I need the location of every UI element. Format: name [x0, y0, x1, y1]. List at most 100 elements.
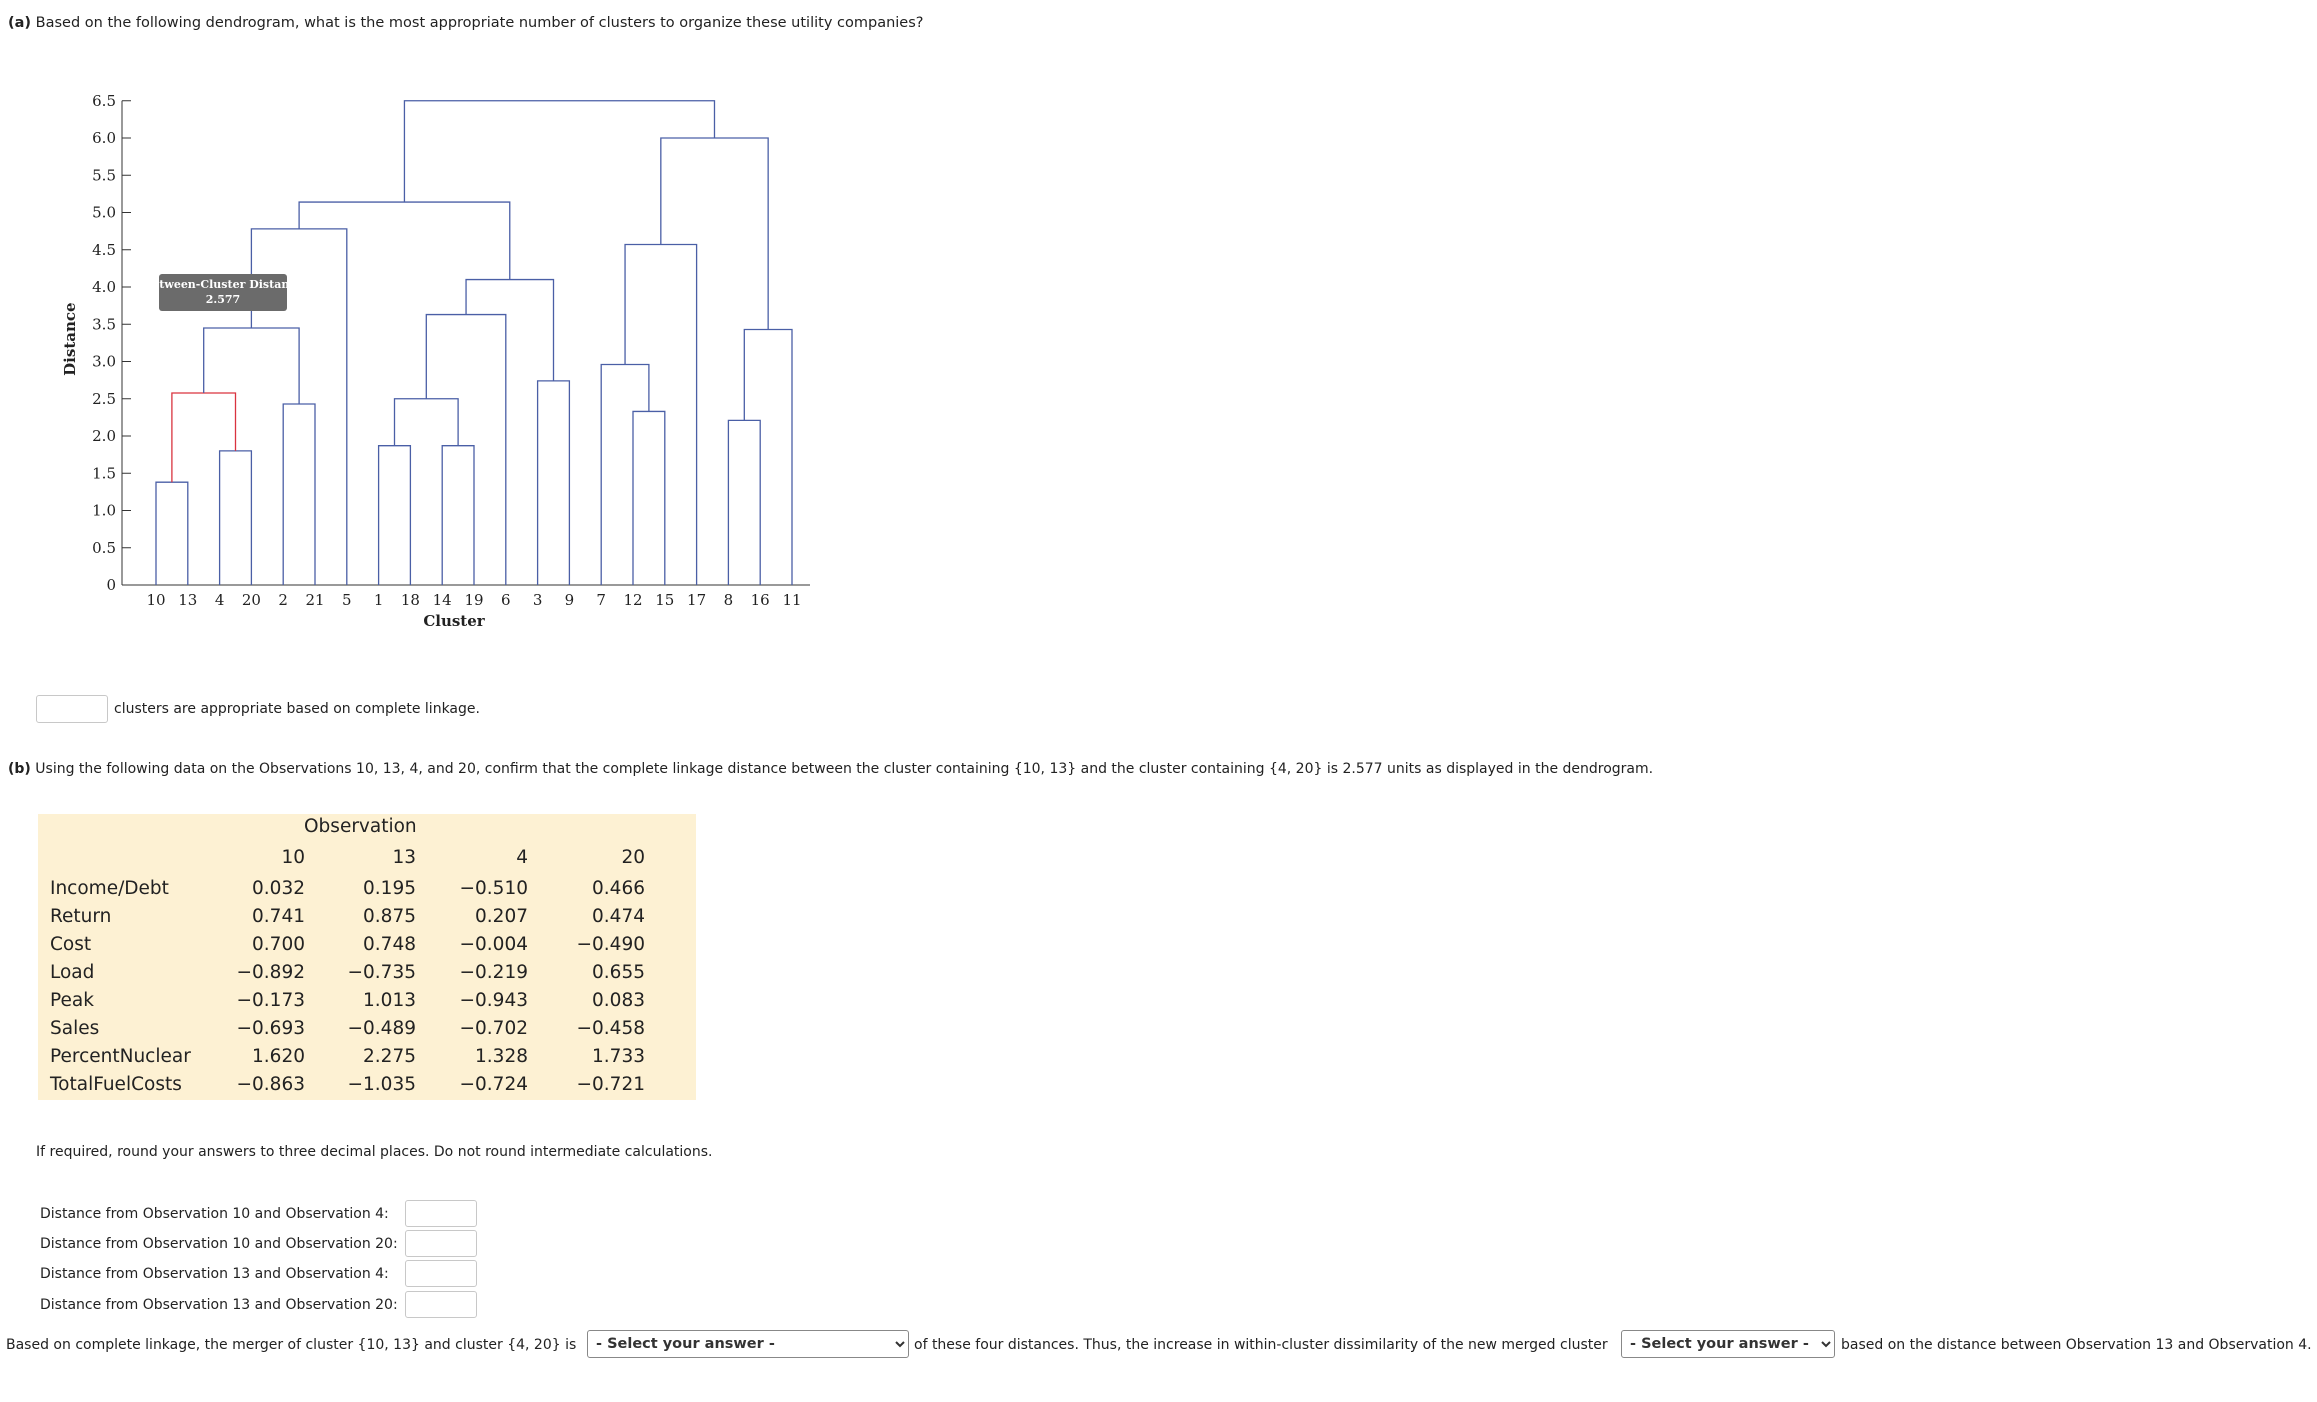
- x-tick-label: 16: [751, 591, 770, 609]
- table-cell: −0.219: [459, 962, 528, 983]
- dendrogram-link: [632, 410, 666, 585]
- table-cell: 1.013: [363, 990, 416, 1011]
- x-tick-label: 19: [464, 591, 483, 609]
- x-axis-label: Cluster: [423, 612, 485, 630]
- table-cell: −0.721: [576, 1074, 645, 1095]
- table-cell: 0.195: [363, 878, 416, 899]
- table-cell: −0.004: [459, 934, 528, 955]
- x-tick-label: 14: [433, 591, 452, 609]
- table-cell: −0.693: [236, 1018, 305, 1039]
- dendrogram-link: [377, 445, 412, 585]
- table-row-label: PercentNuclear: [50, 1046, 191, 1067]
- y-tick-label: 6.5: [92, 92, 116, 110]
- table-cell: −0.458: [576, 1018, 645, 1039]
- x-tick-label: 7: [596, 591, 606, 609]
- table-cell: −0.510: [459, 878, 528, 899]
- table-cell: 0.700: [252, 934, 305, 955]
- merger-distance-select[interactable]: - Select your answer -: [587, 1330, 909, 1358]
- dendrogram-link: [393, 398, 459, 446]
- dendrogram-link: [403, 100, 716, 203]
- dendrogram-link: [624, 243, 698, 585]
- table-cell: −0.863: [236, 1074, 305, 1095]
- y-tick-label: 5.0: [92, 204, 116, 222]
- dendrogram-link: [425, 313, 507, 585]
- y-tick-label: 0: [106, 576, 116, 594]
- x-tick-label: 17: [687, 591, 706, 609]
- dendrogram-link: [600, 363, 650, 585]
- part-b-text: Using the following data on the Observat…: [35, 761, 1654, 777]
- table-row-label: TotalFuelCosts: [50, 1074, 182, 1095]
- table-cell: −1.035: [347, 1074, 416, 1095]
- callout-title: Between-Cluster Distance: [143, 278, 303, 291]
- dendrogram-link: [282, 403, 316, 585]
- distance-label: Distance from Observation 13 and Observa…: [40, 1297, 398, 1313]
- y-tick-label: 4.5: [92, 241, 116, 259]
- part-a-label: (a): [8, 15, 32, 31]
- y-tick-label: 1.0: [92, 502, 116, 520]
- part-b-question: (b) Using the following data on the Obse…: [8, 761, 1653, 777]
- table-cell: 1.733: [592, 1046, 645, 1067]
- table-col-header: 10: [281, 847, 305, 868]
- table-row-label: Sales: [50, 1018, 100, 1039]
- y-tick-label: 3.0: [92, 353, 116, 371]
- part-a-question: (a) Based on the following dendrogram, w…: [8, 15, 923, 31]
- table-group-header: Observation: [304, 816, 417, 837]
- x-tick-label: 21: [305, 591, 324, 609]
- table-row-label: Return: [50, 906, 112, 927]
- cluster-count-input[interactable]: [36, 695, 108, 723]
- table-row-label: Income/Debt: [50, 878, 169, 899]
- table-cell: 2.275: [363, 1046, 416, 1067]
- dendrogram-link: [465, 278, 555, 381]
- table-cell: 0.032: [252, 878, 305, 899]
- table-cell: 0.466: [592, 878, 645, 899]
- dendrogram-link: [218, 450, 253, 585]
- dendrogram-link: [727, 419, 761, 585]
- x-tick-label: 10: [146, 591, 165, 609]
- dissimilarity-select[interactable]: - Select your answer -: [1621, 1330, 1835, 1358]
- y-tick-label: 2.5: [92, 390, 116, 408]
- x-tick-label: 2: [278, 591, 288, 609]
- x-tick-label: 8: [724, 591, 734, 609]
- dendrogram-link: [743, 328, 793, 585]
- dendrogram-link: [660, 137, 769, 330]
- x-tick-label: 4: [215, 591, 225, 609]
- distance-label: Distance from Observation 10 and Observa…: [40, 1206, 389, 1222]
- table-cell: 0.748: [363, 934, 416, 955]
- cluster-count-suffix: clusters are appropriate based on comple…: [114, 701, 480, 717]
- table-cell: −0.173: [236, 990, 305, 1011]
- x-tick-label: 20: [242, 591, 261, 609]
- dendrogram-link: [298, 201, 511, 280]
- x-tick-label: 3: [533, 591, 543, 609]
- y-tick-label: 3.5: [92, 315, 116, 333]
- distance-input-10-4[interactable]: [405, 1200, 477, 1227]
- table-cell: 0.083: [592, 990, 645, 1011]
- distance-input-13-4[interactable]: [405, 1260, 477, 1287]
- dendrogram-link: [171, 392, 237, 483]
- x-tick-label: 9: [565, 591, 575, 609]
- instructions-text: If required, round your answers to three…: [36, 1144, 713, 1160]
- table-cell: −0.892: [236, 962, 305, 983]
- table-cell: −0.490: [576, 934, 645, 955]
- callout-value: 2.577: [206, 293, 240, 306]
- x-tick-label: 6: [501, 591, 511, 609]
- table-row-label: Load: [50, 962, 95, 983]
- distance-input-10-20[interactable]: [405, 1230, 477, 1257]
- dendrogram-link: [441, 445, 475, 585]
- distance-input-13-20[interactable]: [405, 1291, 477, 1318]
- x-tick-label: 11: [782, 591, 801, 609]
- distance-label: Distance from Observation 10 and Observa…: [40, 1236, 398, 1252]
- part-a-text: Based on the following dendrogram, what …: [35, 15, 924, 31]
- table-cell: 0.741: [252, 906, 305, 927]
- x-tick-label: 5: [342, 591, 352, 609]
- table-col-header: 20: [621, 847, 645, 868]
- x-tick-label: 15: [655, 591, 674, 609]
- y-tick-label: 4.0: [92, 278, 116, 296]
- final-sentence-part1: Based on complete linkage, the merger of…: [6, 1337, 577, 1353]
- dendrogram-link: [155, 481, 189, 585]
- final-sentence-part3: based on the distance between Observatio…: [1841, 1337, 2312, 1353]
- y-tick-label: 6.0: [92, 129, 116, 147]
- callout-box: [159, 274, 287, 311]
- table-cell: 0.875: [363, 906, 416, 927]
- y-tick-label: 2.0: [92, 427, 116, 445]
- dendrogram-link: [536, 380, 571, 585]
